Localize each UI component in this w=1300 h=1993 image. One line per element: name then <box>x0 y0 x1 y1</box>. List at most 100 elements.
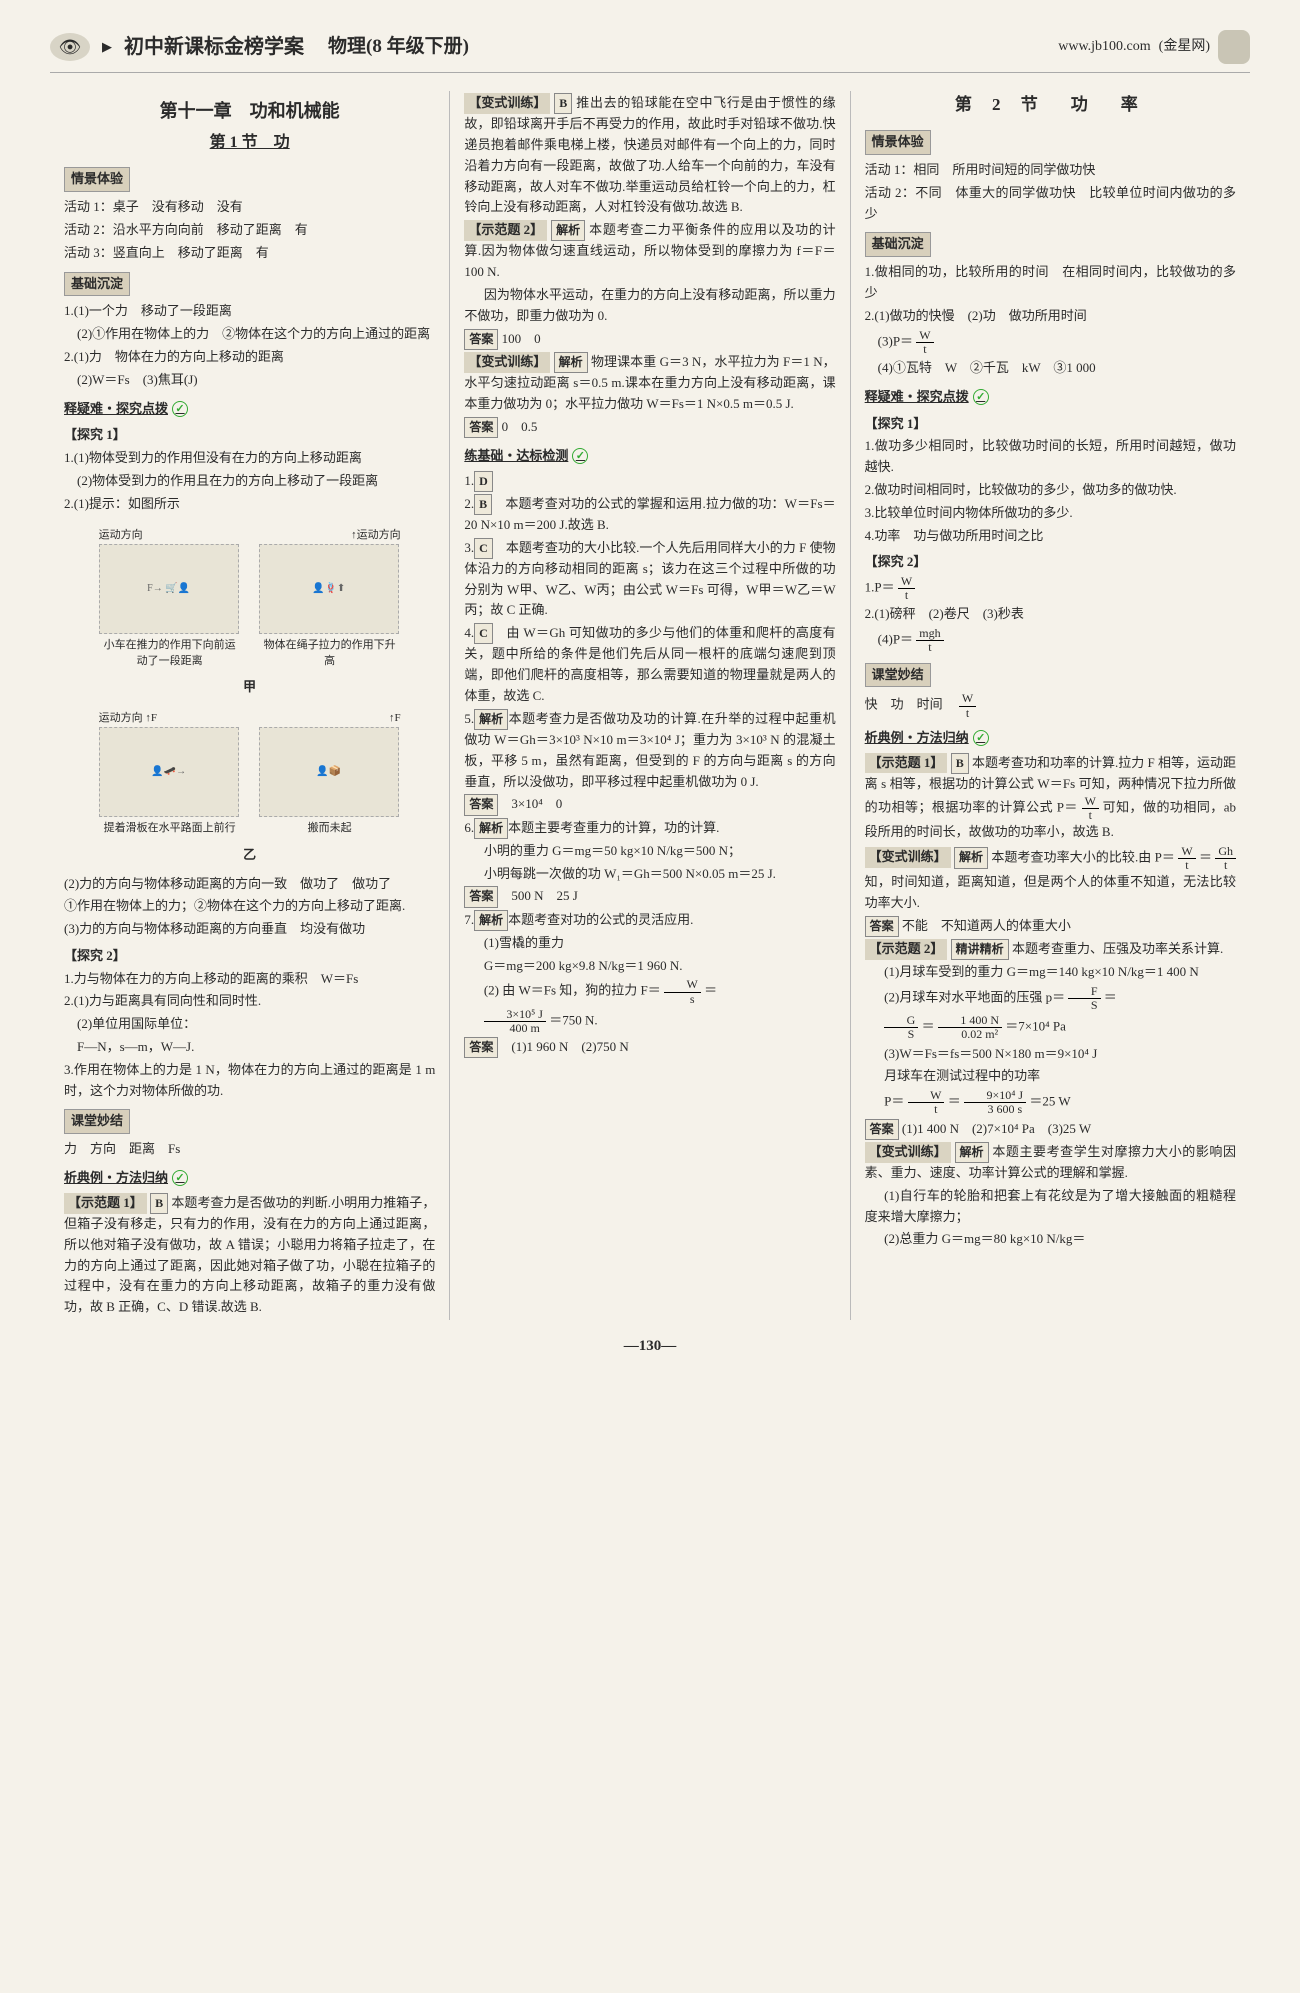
shifan2-line4: 月球车在测试过程中的功率 <box>865 1066 1236 1087</box>
fig-label-yi: 乙 <box>64 845 435 866</box>
column-1: 第十一章 功和机械能 第 1 节 功 情景体验 活动 1：桌子 没有移动 没有 … <box>50 91 449 1320</box>
tanjiu2-line2: 2.(1)磅秤 (2)卷尺 (3)秒表 <box>865 604 1236 625</box>
jiexi-label: 解析 <box>474 709 508 730</box>
shifan2: 【示范题 2】 解析 本题考查二力平衡条件的应用以及功的计算.因为物体做匀速直线… <box>464 220 835 283</box>
jichu-line: 1.(1)一个力 移动了一段距离 <box>64 301 435 322</box>
shifan2-ans-line: 答案 100 0 <box>464 329 835 350</box>
bianshi2: 【变式训练】 解析 物理课本重 G＝3 N，水平拉力为 F＝1 N，水平匀速拉动… <box>464 352 835 415</box>
q5-ans: 答案 3×10⁴ 0 <box>464 794 835 815</box>
label-qingjing: 情景体验 <box>64 167 130 192</box>
shifan2-line1: (1)月球车受到的重力 G＝mg＝140 kg×10 N/kg＝1 400 N <box>865 962 1236 983</box>
after-fig-line: (2)力的方向与物体移动距离的方向一致 做功了 做功了 <box>64 874 435 895</box>
q6-ans: 答案 500 N 25 J <box>464 886 835 907</box>
section-2-title: 第 2 节 功 率 <box>865 91 1236 118</box>
tanjiu1-line: 3.比较单位时间内物体所做功的多少. <box>865 503 1236 524</box>
jiexi-label: 解析 <box>955 1142 989 1163</box>
q7-ans: 答案 (1)1 960 N (2)750 N <box>464 1037 835 1058</box>
figure-yi: 运动方向 ↑F 👤🛹→ 提着滑板在水平路面上前行 ↑F 👤📦 搬而未起 乙 <box>64 706 435 866</box>
answer-box: B <box>554 93 572 114</box>
q4: 4.C 由 W＝Gh 可知做功的多少与他们的体重和爬杆的高度有关，题中所给的条件… <box>464 623 835 707</box>
shifan2-line5: P＝ Wt ＝ 9×10⁴ J3 600 s ＝25 W <box>865 1089 1236 1116</box>
qingjing-line: 活动 3：竖直向上 移动了距离 有 <box>64 243 435 264</box>
q7: 7.解析本题考查对功的公式的灵活应用. <box>464 910 835 931</box>
daan-label: 答案 <box>464 1037 498 1058</box>
book-title: 初中新课标金榜学案 <box>124 31 304 63</box>
q2: 2.B 本题考查对功的公式的掌握和运用.拉力做的功：W＝Fs＝20 N×10 m… <box>464 494 835 536</box>
label-jichu: 基础沉淀 <box>865 232 931 257</box>
shifan2-line2b: GS ＝ 1 400 N0.02 m² ＝7×10⁴ Pa <box>865 1014 1236 1041</box>
shifan2: 【示范题 2】 精讲精析 本题考查重力、压强及功率关系计算. <box>865 939 1236 960</box>
q5: 5.解析本题考查力是否做功及功的计算.在升举的过程中起重机做功 W＝Gh＝3×1… <box>464 709 835 793</box>
fig-caption: 物体在绳子拉力的作用下升高 <box>259 638 401 669</box>
content-columns: 第十一章 功和机械能 第 1 节 功 情景体验 活动 1：桌子 没有移动 没有 … <box>50 91 1250 1320</box>
bianshi2-line2: (2)总重力 G＝mg＝80 kg×10 N/kg＝ <box>865 1229 1236 1250</box>
tanjiu2-line: 3.作用在物体上的力是 1 N，物体在力的方向上通过的距离是 1 m 时，这个力… <box>64 1060 435 1102</box>
page-header: 👁 ▶ 初中新课标金榜学案 物理(8 年级下册) www.jb100.com (… <box>50 30 1250 73</box>
q7-line3: (2) 由 W＝Fs 知，狗的拉力 F＝ Ws ＝ <box>464 978 835 1005</box>
heading-xidian: 析典例・方法归纳✓ <box>865 728 1236 749</box>
jichu-line: (4)①瓦特 W ②千瓦 kW ③1 000 <box>865 358 1236 379</box>
ketang-line: 力 方向 距离 Fs <box>64 1139 435 1160</box>
header-right: www.jb100.com (金星网) <box>1058 30 1250 64</box>
q7-line1: (1)雪橇的重力 <box>464 933 835 954</box>
after-fig-line: ①作用在物体上的力；②物体在这个力的方向上移动了距离. <box>64 896 435 917</box>
tanjiu2-label: 【探究 2】 <box>64 946 435 967</box>
check-icon: ✓ <box>172 401 188 417</box>
bianshi2-line1: (1)自行车的轮胎和把套上有花纹是为了增大接触面的粗糙程度来增大摩擦力； <box>865 1186 1236 1228</box>
qingjing-line: 活动 2：不同 体重大的同学做功快 比较单位时间内做功的多少 <box>865 183 1236 225</box>
q7-line2: G＝mg＝200 kg×9.8 N/kg＝1 960 N. <box>464 956 835 977</box>
jichu-line: 1.做相同的功，比较所用的时间 在相同时间内，比较做功的多少 <box>865 262 1236 304</box>
jiexi-label: 解析 <box>474 818 508 839</box>
jiexi-label: 解析 <box>954 847 988 868</box>
tanjiu1-line: (2)物体受到力的作用且在力的方向上移动了一段距离 <box>64 471 435 492</box>
subject: 物理(8 年级下册) <box>328 32 469 62</box>
tanjiu1-line: 2.做功时间相同时，比较做功的多少，做功多的做功快. <box>865 480 1236 501</box>
daan-label: 答案 <box>464 417 498 438</box>
bianshi-ans: 答案 不能 不知道两人的体重大小 <box>865 916 1236 937</box>
q6: 6.解析本题主要考查重力的计算，功的计算. <box>464 818 835 839</box>
heading-shiyi: 释疑难・探究点拨✓ <box>865 387 1236 408</box>
shifan2-text2: 因为物体水平运动，在重力的方向上没有移动距离，所以重力不做功，即重力做功为 0. <box>464 285 835 327</box>
after-fig-line: (3)力的方向与物体移动距离的方向垂直 均没有做功 <box>64 919 435 940</box>
shifan1: 【示范题 1】 B 本题考查力是否做功的判断.小明用力推箱子，但箱子没有移走，只… <box>64 1193 435 1318</box>
figure-jia: 运动方向 F→ 🛒👤 小车在推力的作用下向前运动了一段距离 ↑运动方向 👤🪢⬆ … <box>64 523 435 698</box>
jichu-line: 2.(1)力 物体在力的方向上移动的距离 <box>64 347 435 368</box>
shifan1: 【示范题 1】 B 本题考查功和功率的计算.拉力 F 相等，运动距离 s 相等，… <box>865 753 1236 843</box>
jiexi-label: 解析 <box>554 352 588 373</box>
fig-caption: 小车在推力的作用下向前运动了一段距离 <box>99 638 241 669</box>
jichu-line: 2.(1)做功的快慢 (2)功 做功所用时间 <box>865 306 1236 327</box>
label-jichu: 基础沉淀 <box>64 272 130 297</box>
arrow-icon: ▶ <box>102 37 112 58</box>
q3: 3.C 本题考查功的大小比较.一个人先后用同样大小的力 F 使物体沿力的方向移动… <box>464 538 835 622</box>
jiexi-label: 解析 <box>474 910 508 931</box>
logo-owl-icon <box>1218 30 1250 64</box>
daan-label: 答案 <box>464 794 498 815</box>
label-ketang: 课堂妙结 <box>64 1109 130 1134</box>
fig-caption: 提着滑板在水平路面上前行 <box>99 821 241 836</box>
section-1-title: 第 1 节 功 <box>64 130 435 156</box>
tanjiu1-label: 【探究 1】 <box>64 425 435 446</box>
answer-box: B <box>474 494 492 515</box>
logo-eye-icon: 👁 <box>50 33 90 61</box>
tanjiu2-line: 2.(1)力与距离具有同向性和同时性. <box>64 991 435 1012</box>
column-2: 【变式训练】 B 推出去的铅球能在空中飞行是由于惯性的缘故，即铅球离开手后不再受… <box>449 91 849 1320</box>
tanjiu2-line: 1.力与物体在力的方向上移动的距离的乘积 W＝Fs <box>64 969 435 990</box>
label-qingjing: 情景体验 <box>865 130 931 155</box>
daan-label: 答案 <box>464 329 498 350</box>
tanjiu2-label: 【探究 2】 <box>865 552 1236 573</box>
site-url: www.jb100.com <box>1058 36 1150 58</box>
answer-box: B <box>150 1193 168 1214</box>
figure-rope-icon: 👤🪢⬆ <box>259 544 399 634</box>
answer-box: D <box>474 471 493 492</box>
fig-label-jia: 甲 <box>64 677 435 698</box>
chapter-title: 第十一章 功和机械能 <box>64 97 435 126</box>
q6-text2: 小明的重力 G＝mg＝50 kg×10 N/kg＝500 N； <box>464 841 835 862</box>
tanjiu1-line: 4.功率 功与做功所用时间之比 <box>865 526 1236 547</box>
bianshi2: 【变式训练】 解析 本题主要考查学生对摩擦力大小的影响因素、重力、速度、功率计算… <box>865 1142 1236 1184</box>
shifan2-line2: (2)月球车对水平地面的压强 p＝ FS ＝ <box>865 985 1236 1012</box>
jichu-line: (2)①作用在物体上的力 ②物体在这个力的方向上通过的距离 <box>64 324 435 345</box>
figure-lift-icon: 👤📦 <box>259 727 399 817</box>
daan-label: 答案 <box>865 1119 899 1140</box>
heading-xidian: 析典例・方法归纳✓ <box>64 1168 435 1189</box>
fig-caption: 搬而未起 <box>259 821 401 836</box>
